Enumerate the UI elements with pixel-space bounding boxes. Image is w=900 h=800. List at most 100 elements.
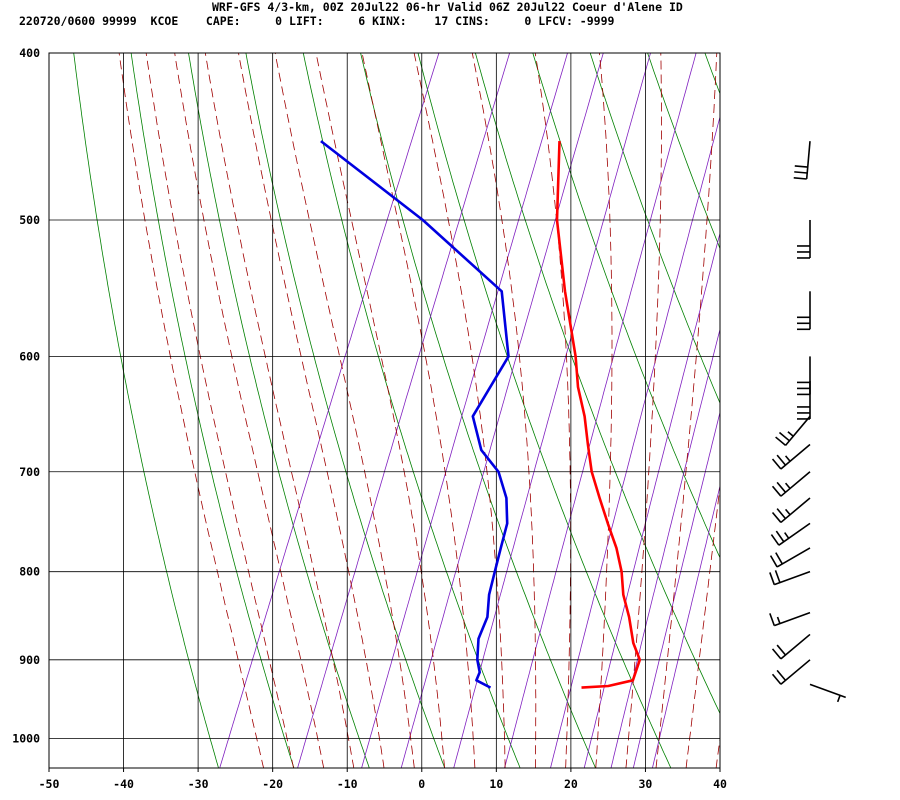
barb-staff xyxy=(780,471,811,497)
y-tick-label: 500 xyxy=(19,213,40,227)
moist-adiabat xyxy=(413,53,506,768)
y-axis-ticks: 400 500 600 700 800 900 1000 xyxy=(12,46,40,746)
moist-adiabat xyxy=(685,483,720,768)
dry-adiabat xyxy=(73,53,219,768)
barb-half-feather xyxy=(784,532,790,539)
y-tick-label: 800 xyxy=(19,565,40,579)
mixing-ratio-line xyxy=(453,53,651,768)
barb-staff xyxy=(784,415,811,446)
barb-staff xyxy=(780,443,811,470)
barb-feather xyxy=(771,458,782,470)
wind-barb xyxy=(771,633,811,660)
barb-feather xyxy=(776,508,787,520)
mixing-ratio-line xyxy=(361,53,568,768)
background-lines xyxy=(73,15,900,783)
wind-barb xyxy=(771,659,811,685)
wind-barb xyxy=(797,356,811,396)
barb-feather xyxy=(793,177,807,180)
x-tick-label: 20 xyxy=(564,777,578,791)
barb-feather xyxy=(770,534,780,546)
moist-adiabat xyxy=(315,53,446,768)
barb-feather xyxy=(769,572,776,585)
barb-staff xyxy=(774,611,811,627)
dry-adiabat xyxy=(360,53,596,768)
grid xyxy=(48,52,721,768)
x-tick-label: -40 xyxy=(113,777,134,791)
wind-barb xyxy=(775,415,811,447)
dry-adiabat xyxy=(302,53,521,768)
barb-half-feather xyxy=(784,455,791,462)
profiles xyxy=(320,140,642,689)
mixing-ratio-line xyxy=(297,53,511,768)
dry-adiabat xyxy=(748,15,900,783)
mixing-ratio-line xyxy=(550,115,720,768)
barb-feather xyxy=(769,555,778,568)
x-tick-label: -20 xyxy=(262,777,283,791)
barb-feather xyxy=(794,165,808,168)
barb-feather xyxy=(775,552,783,565)
x-tick-label: 10 xyxy=(489,777,503,791)
barb-staff xyxy=(776,547,811,568)
moist-adiabat xyxy=(534,53,571,768)
chart-title: WRF-GFS 4/3-km, 00Z 20Jul22 06-hr Valid … xyxy=(212,0,683,14)
moist-adiabat xyxy=(238,53,385,768)
barb-feather xyxy=(775,436,787,447)
barb-feather xyxy=(778,431,790,442)
dry-adiabat xyxy=(130,53,295,768)
plot-frame xyxy=(48,52,721,769)
barb-feather xyxy=(776,644,787,656)
barb-feather xyxy=(769,613,776,626)
temperature-profile xyxy=(555,141,642,689)
wind-barb xyxy=(769,611,811,627)
barb-feather xyxy=(775,530,785,543)
barb-feather xyxy=(771,673,782,685)
barb-feather xyxy=(776,481,787,493)
x-tick-label: 30 xyxy=(639,777,653,791)
barb-feather xyxy=(776,669,787,681)
barb-half-feather xyxy=(776,616,781,624)
y-tick-label: 600 xyxy=(19,349,40,363)
wind-barb xyxy=(771,497,811,524)
barb-feather xyxy=(794,171,808,174)
wind-barb xyxy=(793,141,811,180)
x-tick-label: 40 xyxy=(713,777,727,791)
dry-adiabat xyxy=(589,53,720,405)
dry-adiabat xyxy=(647,53,720,250)
moist-adiabat xyxy=(361,53,476,768)
mixing-ratio-line xyxy=(632,410,720,768)
moist-adiabat xyxy=(204,53,355,768)
barb-feather xyxy=(771,648,782,660)
barb-staff xyxy=(809,683,846,699)
barb-feather xyxy=(774,570,781,583)
wind-barb xyxy=(769,570,811,586)
wind-barb xyxy=(797,219,811,259)
moist-adiabat xyxy=(625,53,662,768)
moist-adiabat xyxy=(118,53,265,768)
dry-adiabat xyxy=(704,53,720,95)
moist-adiabat xyxy=(655,53,718,768)
wind-barb xyxy=(770,522,811,546)
dry-adiabat xyxy=(188,53,370,768)
dry-adiabat xyxy=(861,15,900,783)
dry-adiabat xyxy=(532,53,720,559)
x-tick-label: 0 xyxy=(418,777,425,791)
barb-staff xyxy=(774,570,811,586)
barb-half-feather xyxy=(836,695,841,703)
wind-barb xyxy=(797,291,811,331)
barb-half-feather xyxy=(784,508,791,516)
moist-adiabat xyxy=(595,53,613,768)
dewpoint-profile xyxy=(320,140,510,689)
x-tick-label: -10 xyxy=(337,777,358,791)
dry-adiabat xyxy=(804,15,900,783)
dry-adiabat xyxy=(417,53,672,768)
sounding-indices: 220720/0600 99999 KCOE CAPE: 0 LIFT: 6 K… xyxy=(19,14,615,28)
wind-barb xyxy=(797,380,811,420)
barb-staff xyxy=(805,141,811,180)
mixing-ratio-line xyxy=(219,53,440,768)
wind-barbs xyxy=(769,141,846,703)
wind-barb xyxy=(771,471,811,497)
x-tick-label: -50 xyxy=(39,777,60,791)
mixing-ratio-line xyxy=(610,327,720,768)
wind-barb xyxy=(809,683,846,703)
